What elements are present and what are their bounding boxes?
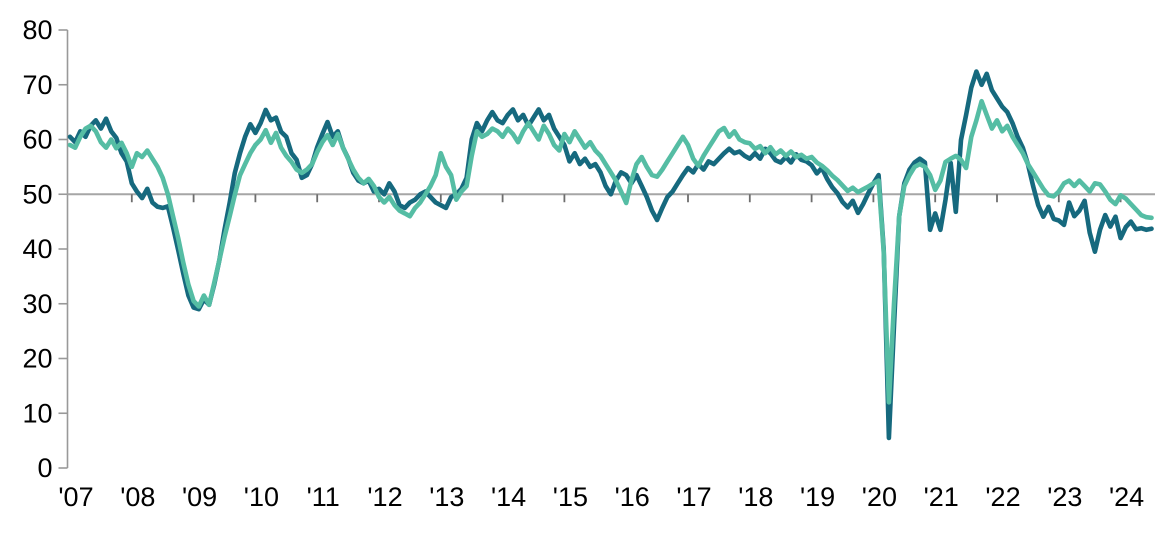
x-axis-tick-label: '20 xyxy=(862,482,897,512)
x-axis-tick-label: '21 xyxy=(924,482,959,512)
x-axis-tick-label: '18 xyxy=(738,482,773,512)
x-axis-tick-label: '07 xyxy=(58,482,93,512)
x-axis-tick-label: '13 xyxy=(429,482,464,512)
x-axis-tick-label: '14 xyxy=(491,482,526,512)
x-axis-tick-label: '08 xyxy=(120,482,155,512)
series-1-dark-teal-line xyxy=(67,69,1154,441)
y-axis-tick-label: 20 xyxy=(22,344,52,374)
y-axis-tick-label: 70 xyxy=(22,70,52,100)
x-axis-tick-label: '15 xyxy=(553,482,588,512)
y-axis-tick-label: 0 xyxy=(37,453,52,483)
y-axis-tick-label: 60 xyxy=(22,125,52,155)
x-axis-tick-label: '22 xyxy=(985,482,1020,512)
x-axis-tick-label: '16 xyxy=(615,482,650,512)
y-axis-tick-label: 30 xyxy=(22,289,52,319)
x-axis-tick-label: '24 xyxy=(1109,482,1144,512)
x-axis-tick-label: '19 xyxy=(800,482,835,512)
x-axis-tick-label: '10 xyxy=(244,482,279,512)
x-axis-tick-label: '09 xyxy=(182,482,217,512)
x-axis-tick-label: '23 xyxy=(1047,482,1082,512)
y-axis-tick-label: 40 xyxy=(22,234,52,264)
series-2-green-line xyxy=(67,98,1154,405)
y-axis-tick-label: 80 xyxy=(22,15,52,45)
x-axis-tick-label: '11 xyxy=(307,482,340,512)
x-axis-tick-label: '17 xyxy=(676,482,711,512)
y-axis-tick-label: 10 xyxy=(22,398,52,428)
y-axis-tick-label: 50 xyxy=(22,179,52,209)
x-axis-tick-label: '12 xyxy=(367,482,402,512)
